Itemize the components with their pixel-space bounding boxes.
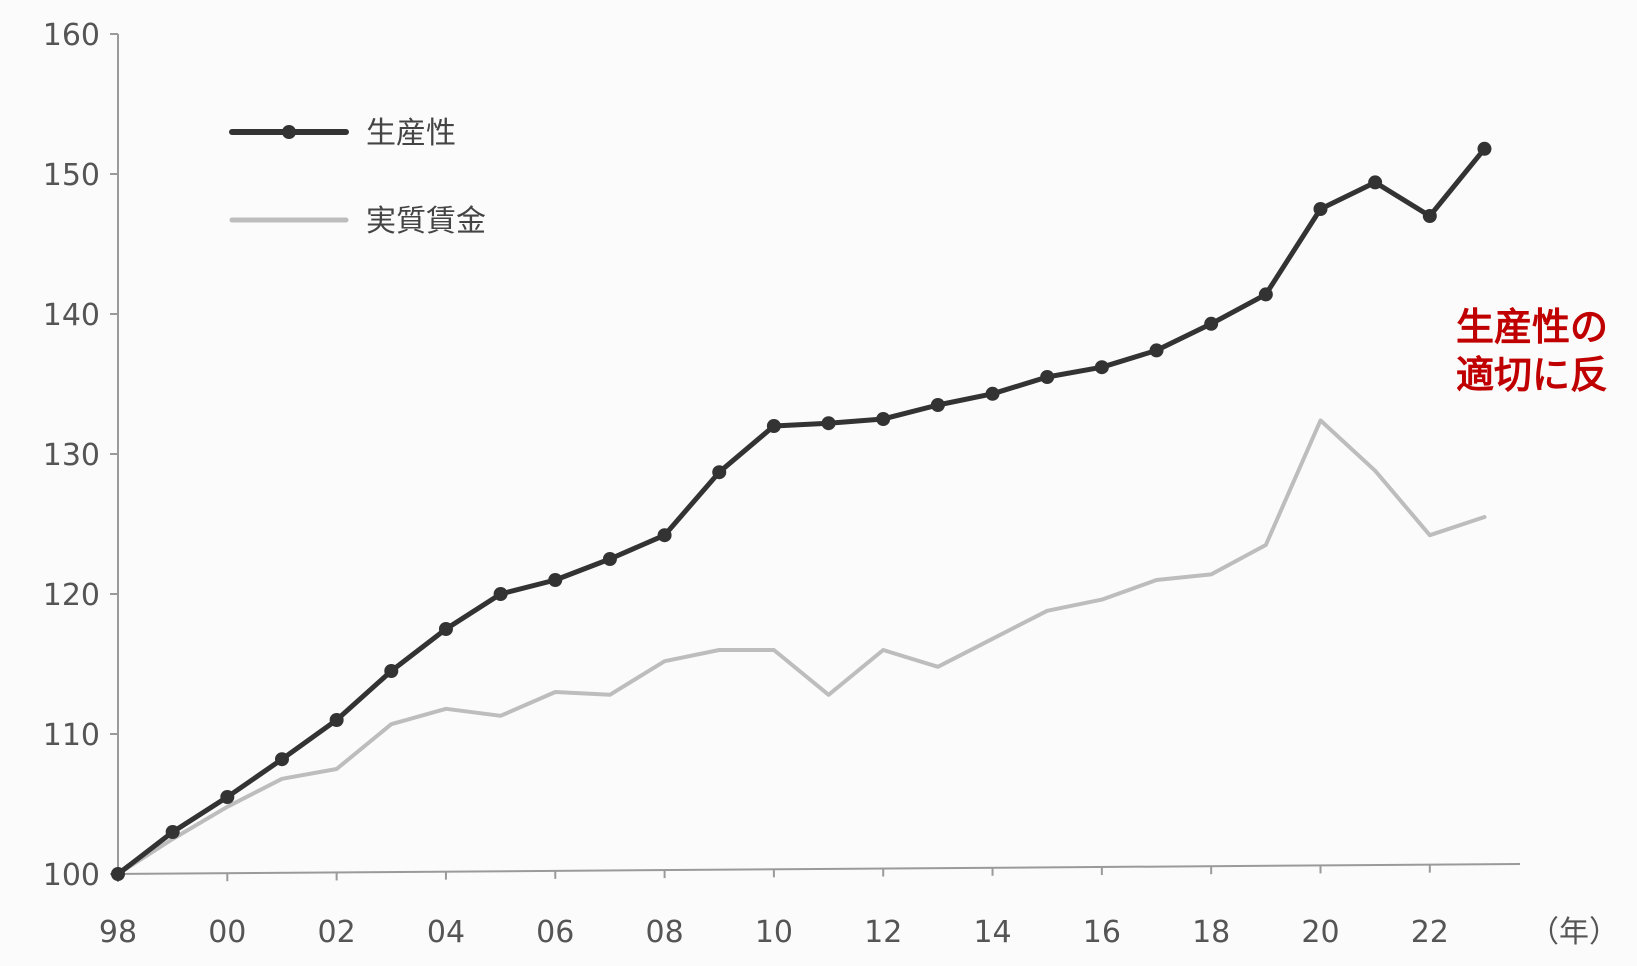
series-point bbox=[876, 412, 891, 426]
series-point bbox=[1204, 316, 1219, 331]
legend-label-1: 実質賃金 bbox=[366, 204, 486, 239]
x-tick-label: 10 bbox=[755, 915, 793, 950]
x-tick-label: 12 bbox=[864, 915, 902, 950]
series-point bbox=[602, 552, 617, 566]
series-layer bbox=[111, 141, 1492, 881]
series-point bbox=[1149, 343, 1164, 358]
red-annotation: 生産性の 適切に反 bbox=[1456, 303, 1637, 399]
x-axis-line bbox=[117, 863, 1521, 875]
y-tick-label: 130 bbox=[43, 438, 100, 473]
series-line-0 bbox=[115, 146, 1487, 877]
x-tick-label: 98 bbox=[99, 915, 137, 950]
series-point bbox=[493, 587, 508, 601]
axes: 100 110 120 130 140 150 160 98 00 02 04 06 08 10 12 14 1… bbox=[43, 18, 1619, 950]
series-point bbox=[1094, 360, 1109, 375]
legend-label-0: 生産性 bbox=[366, 116, 456, 151]
y-tick-label: 160 bbox=[43, 18, 100, 53]
x-tick-label: 08 bbox=[645, 915, 683, 950]
series-point bbox=[1422, 209, 1437, 223]
series-point bbox=[712, 465, 727, 480]
series-line-1 bbox=[116, 418, 1487, 876]
x-tick-label: 00 bbox=[208, 915, 246, 950]
annotation-line-1: 生産性の bbox=[1456, 305, 1609, 349]
x-tick-label: 20 bbox=[1301, 915, 1339, 950]
x-unit-label: （年） bbox=[1529, 915, 1619, 950]
x-tick-label: 04 bbox=[427, 915, 465, 950]
series-point bbox=[220, 790, 235, 804]
series-point bbox=[1258, 287, 1273, 302]
legend-marker-0 bbox=[282, 125, 296, 139]
series-point bbox=[438, 622, 453, 636]
x-tick-label: 16 bbox=[1083, 915, 1121, 950]
series-point bbox=[657, 528, 672, 543]
series-point bbox=[930, 398, 945, 412]
series-point bbox=[1313, 202, 1328, 216]
series-point bbox=[548, 573, 563, 587]
y-tick-label: 100 bbox=[43, 858, 100, 893]
y-tick-label: 140 bbox=[43, 298, 100, 333]
series-point bbox=[766, 419, 781, 433]
series-point bbox=[165, 825, 180, 839]
series-point bbox=[274, 752, 289, 767]
x-tick-label: 22 bbox=[1411, 915, 1449, 950]
x-tick-label: 06 bbox=[536, 915, 574, 950]
y-tick-label: 110 bbox=[43, 718, 100, 753]
series-point bbox=[821, 416, 836, 431]
series-point bbox=[1368, 175, 1383, 190]
series-point bbox=[1477, 141, 1492, 156]
x-tick-label: 14 bbox=[973, 915, 1011, 950]
y-tick-label: 150 bbox=[43, 158, 100, 193]
y-tick-label: 120 bbox=[43, 578, 100, 613]
series-point bbox=[111, 867, 125, 881]
annotation-line-2: 適切に反 bbox=[1456, 353, 1609, 397]
x-tick-label: 02 bbox=[318, 915, 356, 950]
series-point bbox=[1040, 370, 1055, 384]
series-point bbox=[985, 386, 1000, 401]
x-tick-label: 18 bbox=[1192, 915, 1230, 950]
series-point bbox=[384, 664, 399, 678]
series-point bbox=[329, 713, 344, 727]
